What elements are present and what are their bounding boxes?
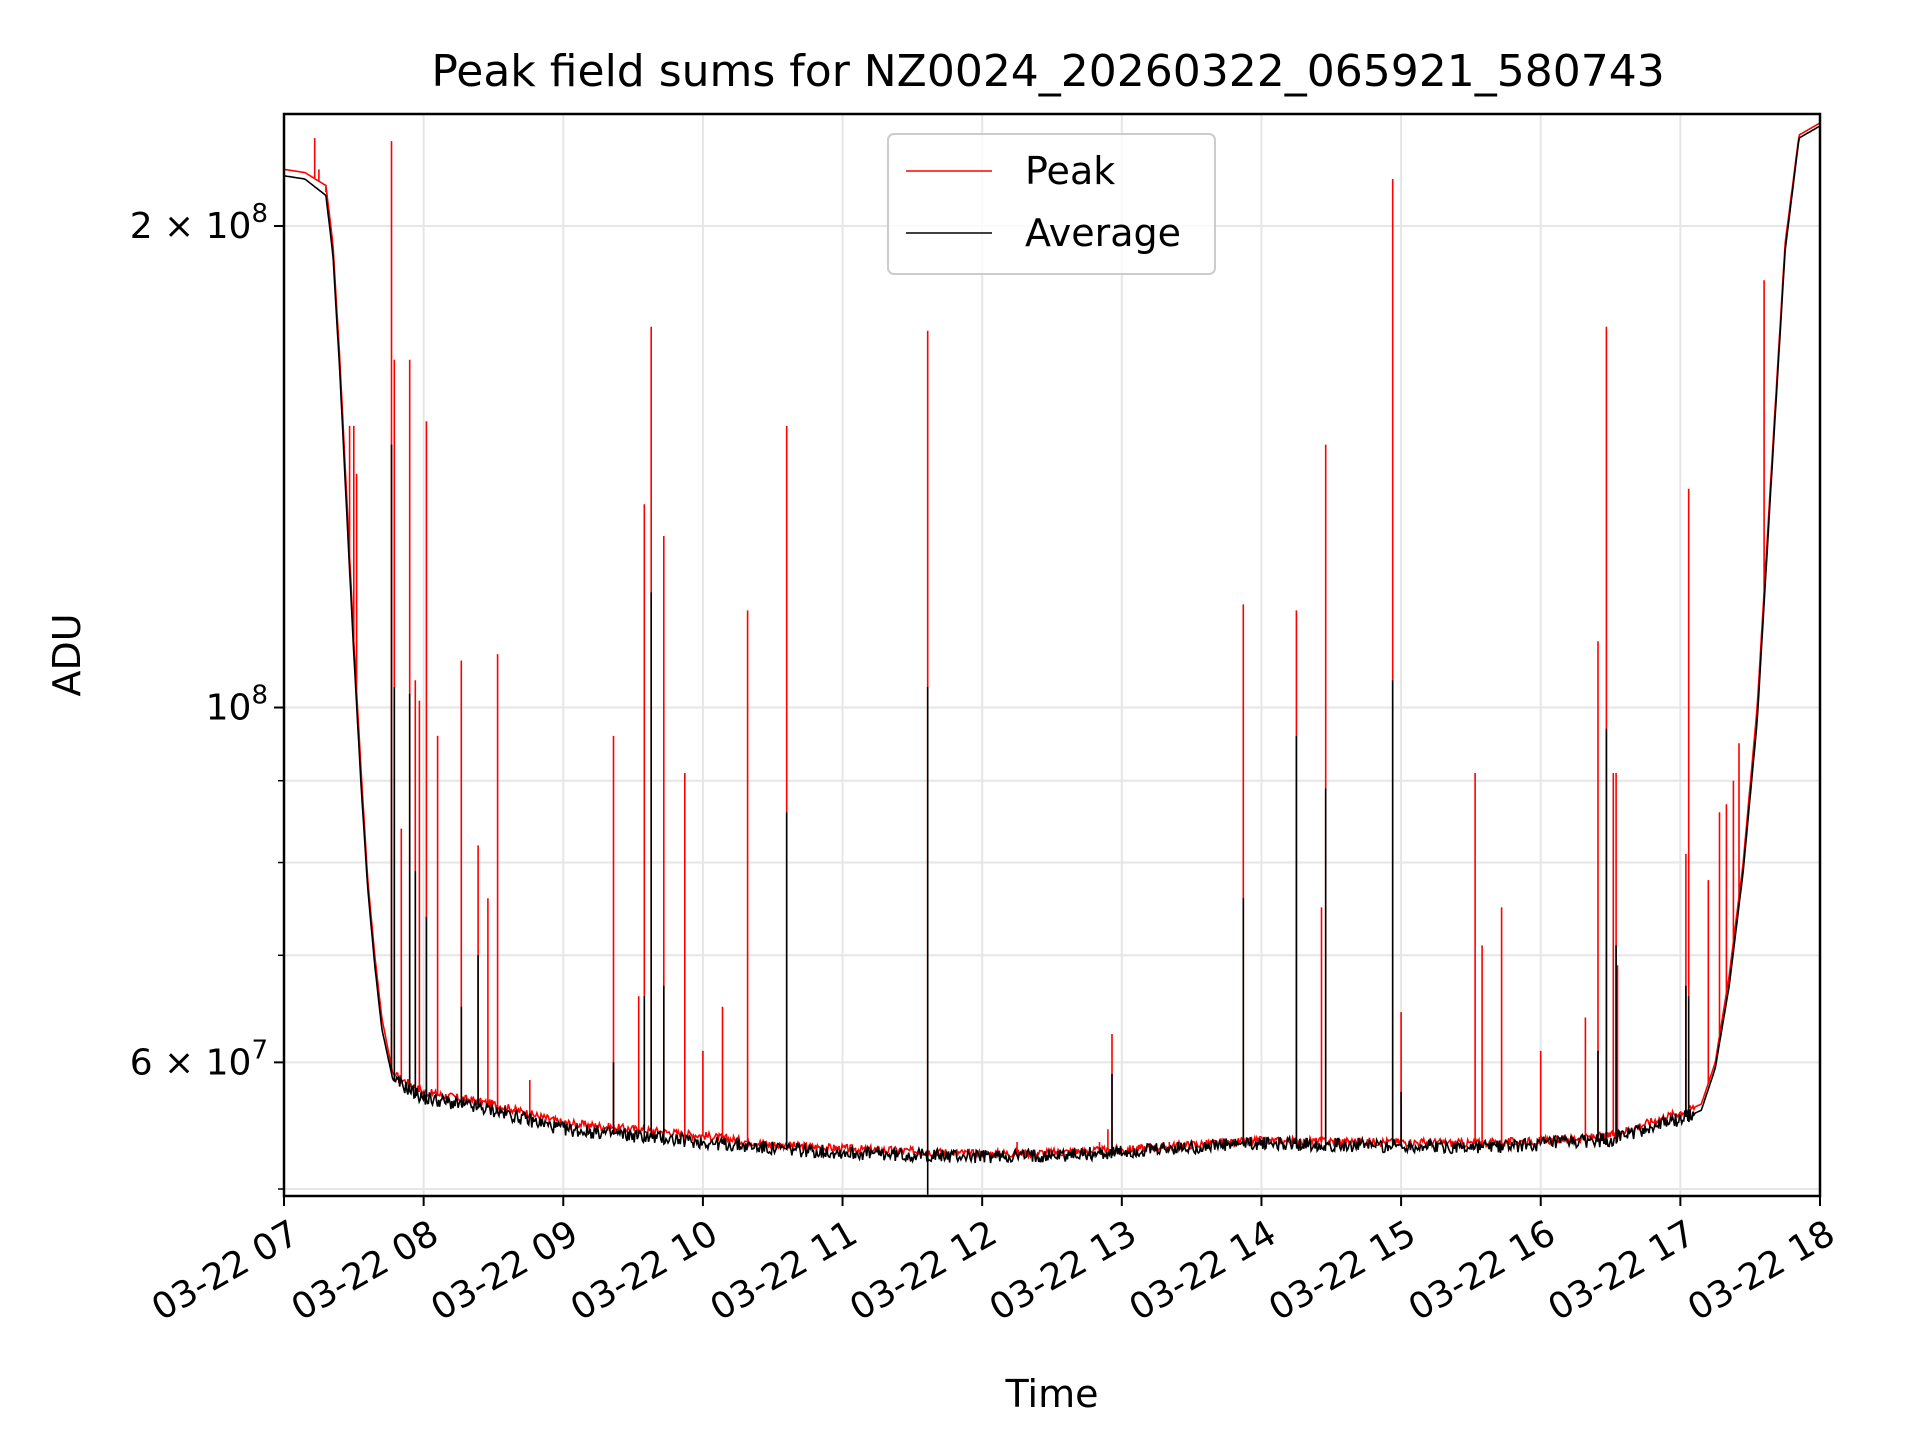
x-tick-label: 03-22 10 [564, 1213, 725, 1329]
legend-average-label: Average [1025, 211, 1181, 255]
x-tick-label: 03-22 13 [983, 1213, 1144, 1329]
legend-peak-label: Peak [1025, 149, 1115, 193]
x-tick-label: 03-22 07 [145, 1213, 306, 1329]
x-tick-label: 03-22 09 [424, 1213, 585, 1329]
x-tick-label: 03-22 15 [1262, 1213, 1423, 1329]
x-axis-label: Time [1005, 1372, 1099, 1416]
plot-frame [282, 112, 1822, 1198]
x-tick-label: 03-22 16 [1402, 1213, 1563, 1329]
series-layer [283, 122, 1821, 1195]
y-axis-label: ADU [45, 613, 89, 696]
y-gridlines [284, 225, 1820, 1191]
peak-series-line [283, 122, 1821, 1161]
y-tick-label: 6 × 107 [130, 1035, 268, 1083]
y-tick-label: 108 [206, 681, 268, 729]
x-tick-label: 03-22 11 [704, 1213, 865, 1329]
x-tick-label: 03-22 12 [843, 1213, 1004, 1329]
legend: Peak Average [887, 133, 1216, 275]
x-gridlines [283, 114, 1821, 1196]
x-tick-label: 03-22 14 [1123, 1213, 1284, 1329]
y-axis: 6 × 107 108 2 × 108 [130, 199, 284, 1190]
legend-box [887, 133, 1216, 275]
x-tick-label: 03-22 17 [1541, 1213, 1702, 1329]
x-tick-label: 03-22 08 [285, 1213, 446, 1329]
y-tick-label: 2 × 108 [130, 199, 268, 247]
average-series-line [283, 125, 1821, 1195]
chart-title: Peak field sums for NZ0024_20260322_0659… [431, 46, 1664, 97]
x-tick-label: 03-22 18 [1681, 1213, 1842, 1329]
